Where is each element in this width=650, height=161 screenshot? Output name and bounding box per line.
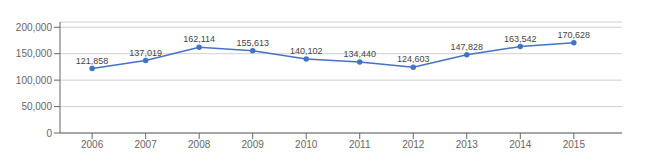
svg-text:50,000: 50,000: [21, 101, 52, 112]
svg-text:121,858: 121,858: [76, 56, 109, 66]
svg-text:2013: 2013: [456, 139, 479, 150]
svg-text:2015: 2015: [563, 139, 586, 150]
svg-text:137,019: 137,019: [129, 48, 162, 58]
svg-text:134,440: 134,440: [343, 49, 376, 59]
svg-text:140,102: 140,102: [290, 46, 323, 56]
svg-text:100,000: 100,000: [16, 75, 53, 86]
svg-text:2014: 2014: [509, 139, 532, 150]
svg-text:124,603: 124,603: [397, 54, 430, 64]
svg-text:2008: 2008: [188, 139, 211, 150]
svg-text:2010: 2010: [295, 139, 318, 150]
svg-text:155,613: 155,613: [236, 38, 269, 48]
svg-text:163,542: 163,542: [504, 34, 537, 44]
svg-text:170,628: 170,628: [558, 30, 591, 40]
svg-text:2011: 2011: [349, 139, 371, 150]
svg-text:2012: 2012: [402, 139, 425, 150]
svg-text:2009: 2009: [242, 139, 265, 150]
svg-text:0: 0: [46, 128, 52, 139]
svg-text:147,828: 147,828: [451, 42, 484, 52]
svg-text:150,000: 150,000: [16, 48, 53, 59]
svg-text:200,000: 200,000: [16, 22, 53, 33]
svg-text:162,114: 162,114: [183, 34, 215, 44]
svg-text:2007: 2007: [135, 139, 158, 150]
svg-text:2006: 2006: [81, 139, 104, 150]
